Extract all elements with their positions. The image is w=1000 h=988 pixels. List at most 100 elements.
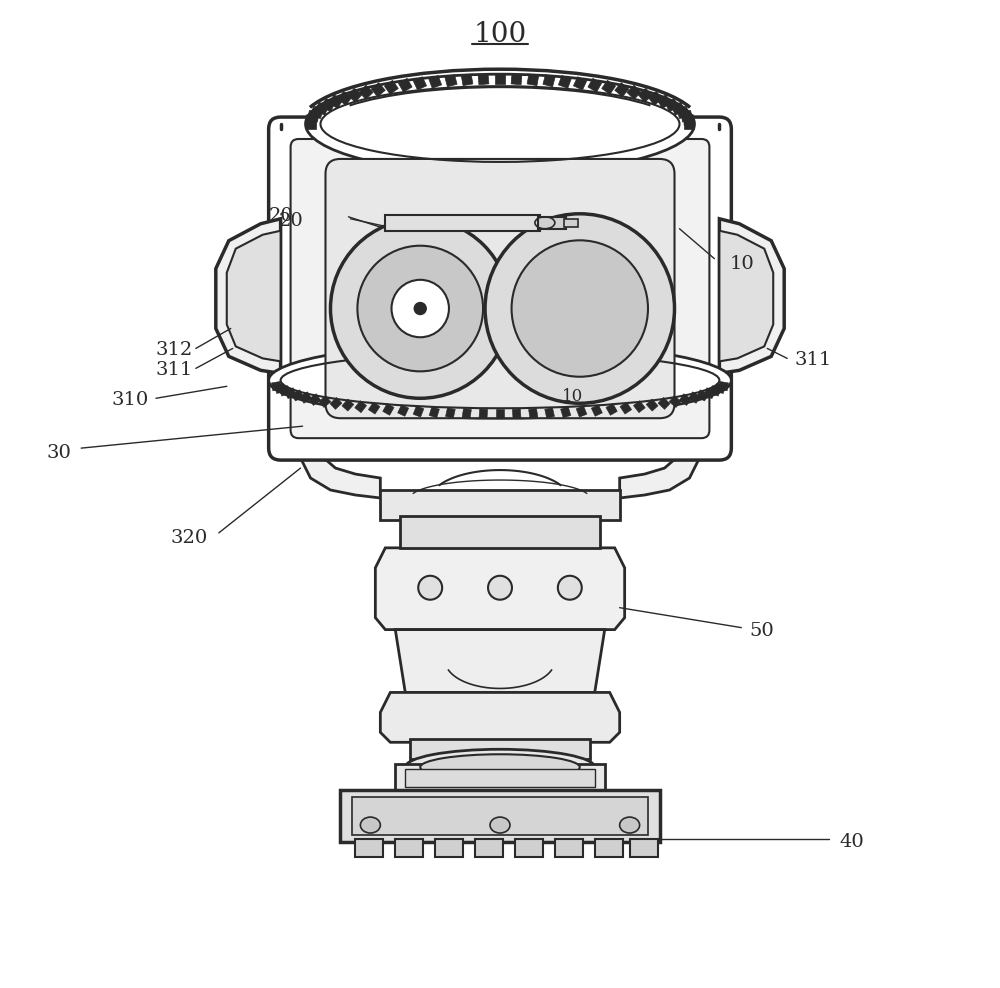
Polygon shape <box>342 399 354 411</box>
Ellipse shape <box>414 302 426 314</box>
Ellipse shape <box>357 246 483 371</box>
Polygon shape <box>348 88 362 102</box>
Text: 10: 10 <box>562 387 583 405</box>
Polygon shape <box>368 402 380 414</box>
Ellipse shape <box>360 817 380 833</box>
Text: 310: 310 <box>111 391 148 409</box>
Polygon shape <box>496 409 504 418</box>
Polygon shape <box>719 231 773 362</box>
Ellipse shape <box>405 749 595 785</box>
Ellipse shape <box>558 576 582 600</box>
Polygon shape <box>338 91 352 106</box>
Polygon shape <box>329 95 343 109</box>
Polygon shape <box>627 85 641 100</box>
Text: 100: 100 <box>473 21 527 47</box>
Polygon shape <box>672 103 684 115</box>
Bar <box>555 839 583 857</box>
Polygon shape <box>322 99 335 112</box>
Polygon shape <box>715 383 725 393</box>
Polygon shape <box>576 406 587 417</box>
Polygon shape <box>684 120 694 129</box>
Bar <box>352 797 648 835</box>
Ellipse shape <box>269 343 731 418</box>
Polygon shape <box>527 74 539 86</box>
Polygon shape <box>479 409 488 418</box>
Text: 311: 311 <box>156 362 193 379</box>
Polygon shape <box>395 629 605 693</box>
Polygon shape <box>279 385 290 396</box>
Polygon shape <box>638 88 652 102</box>
Polygon shape <box>511 74 522 85</box>
Polygon shape <box>355 401 367 413</box>
Polygon shape <box>306 115 317 125</box>
Text: 311: 311 <box>794 352 831 370</box>
Polygon shape <box>285 387 296 398</box>
Polygon shape <box>665 99 678 112</box>
Polygon shape <box>591 405 602 416</box>
Polygon shape <box>301 373 380 498</box>
Ellipse shape <box>512 240 648 376</box>
Text: 30: 30 <box>46 445 71 462</box>
Polygon shape <box>512 409 521 418</box>
Polygon shape <box>719 218 784 373</box>
Polygon shape <box>275 383 285 393</box>
Bar <box>630 839 658 857</box>
Polygon shape <box>677 107 689 119</box>
Bar <box>400 516 600 548</box>
Polygon shape <box>384 80 398 94</box>
Polygon shape <box>309 394 321 405</box>
Polygon shape <box>306 120 316 129</box>
Text: 20: 20 <box>268 206 293 225</box>
Polygon shape <box>319 395 331 407</box>
Polygon shape <box>413 77 427 90</box>
Polygon shape <box>679 394 691 405</box>
Bar <box>435 839 463 857</box>
Polygon shape <box>620 373 699 498</box>
Polygon shape <box>658 397 670 409</box>
Bar <box>515 839 543 857</box>
Polygon shape <box>445 74 457 87</box>
Bar <box>410 739 590 759</box>
Bar <box>340 790 660 842</box>
Polygon shape <box>558 75 571 88</box>
Bar <box>475 839 503 857</box>
Polygon shape <box>292 390 303 401</box>
Text: 40: 40 <box>839 833 864 851</box>
Polygon shape <box>227 231 281 362</box>
Bar <box>395 839 423 857</box>
Ellipse shape <box>330 218 510 398</box>
Text: 10: 10 <box>729 255 754 273</box>
Ellipse shape <box>620 817 640 833</box>
Ellipse shape <box>418 576 442 600</box>
Polygon shape <box>669 395 681 407</box>
Polygon shape <box>380 693 620 742</box>
Polygon shape <box>375 548 625 629</box>
Polygon shape <box>398 405 409 416</box>
Polygon shape <box>462 408 471 418</box>
Bar <box>538 216 566 229</box>
Text: 50: 50 <box>749 621 774 639</box>
Polygon shape <box>216 218 281 373</box>
Polygon shape <box>615 83 629 97</box>
Polygon shape <box>681 111 692 123</box>
Polygon shape <box>308 111 319 123</box>
Text: 320: 320 <box>171 529 208 547</box>
Bar <box>385 214 540 231</box>
Polygon shape <box>688 392 700 403</box>
Polygon shape <box>657 95 671 109</box>
FancyBboxPatch shape <box>269 117 731 460</box>
Polygon shape <box>371 83 385 97</box>
Polygon shape <box>602 80 616 94</box>
Polygon shape <box>561 407 571 418</box>
Polygon shape <box>413 406 424 417</box>
Polygon shape <box>383 403 394 415</box>
Polygon shape <box>543 74 555 87</box>
FancyBboxPatch shape <box>325 159 675 418</box>
Polygon shape <box>704 387 715 398</box>
Polygon shape <box>359 85 373 100</box>
Polygon shape <box>271 381 282 391</box>
Bar <box>405 770 595 787</box>
Polygon shape <box>646 399 658 411</box>
Polygon shape <box>545 408 554 418</box>
Polygon shape <box>311 107 323 119</box>
